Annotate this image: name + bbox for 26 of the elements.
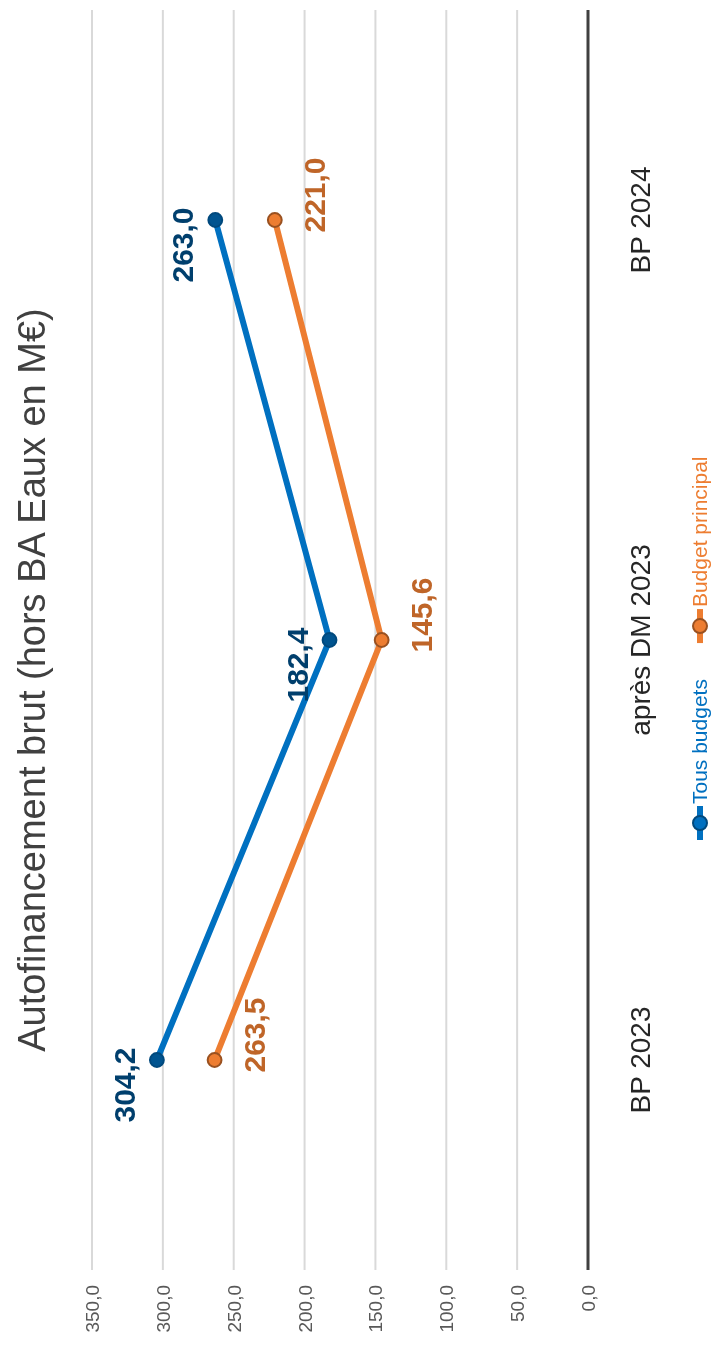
x-tick-label: 150,0 [365, 1285, 387, 1333]
point [149, 1052, 165, 1068]
x-tick-label: 250,0 [223, 1285, 245, 1333]
point [321, 632, 338, 648]
text: Tous budgets [688, 679, 711, 804]
data-label: 263,5 [237, 997, 271, 1073]
data-label: 145,6 [404, 577, 438, 653]
y-tick-label: BP 2024 [625, 166, 656, 274]
data-label: 182,4 [280, 627, 314, 703]
data-label: 221,0 [297, 157, 331, 233]
x-tick-label: 200,0 [294, 1285, 316, 1333]
x-tick-label: 100,0 [436, 1285, 458, 1333]
point [207, 212, 224, 228]
text: Budget principal [688, 456, 711, 608]
x-tick-label: 50,0 [507, 1285, 529, 1322]
text: Autofinancement brut (hors BA Eaux en M€) [11, 308, 53, 1052]
y-tick-label: après DM 2023 [625, 544, 656, 736]
point [266, 212, 283, 228]
x-tick-label: 300,0 [152, 1285, 174, 1333]
x-tick-label: 0,0 [578, 1285, 599, 1312]
data-label: 304,2 [107, 1047, 141, 1123]
y-tick-label: BP 2023 [625, 1006, 656, 1114]
point [373, 632, 390, 648]
data-label: 263,0 [166, 207, 200, 283]
point [206, 1052, 223, 1068]
x-tick-label: 350,0 [82, 1285, 103, 1333]
